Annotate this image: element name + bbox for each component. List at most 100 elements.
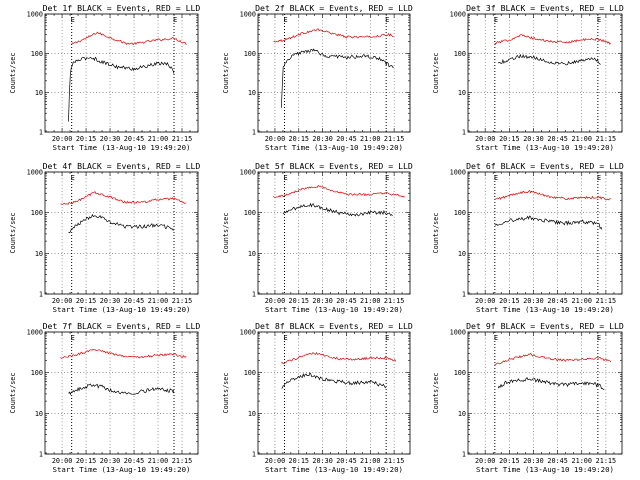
lightcurve-panel: Det 8f BLACK = Events, RED = LLD E E 20:00 2… [222, 321, 413, 474]
x-tick-label: 20:30 [312, 457, 332, 465]
plot-frame [44, 13, 199, 133]
y-tick-label: 100 [454, 209, 466, 217]
x-axis-label: Start Time (13-Aug-10 19:49:20) [265, 143, 403, 152]
lld-series-line [494, 353, 611, 365]
y-tick-label: 100 [31, 50, 43, 58]
x-tick-label: 21:15 [596, 297, 616, 305]
y-tick-label: 10 [458, 89, 466, 97]
x-tick-label: 20:45 [336, 135, 356, 143]
y-tick-label: 1000 [240, 169, 256, 177]
x-tick-label: 20:15 [289, 457, 309, 465]
y-axis-label: Counts/sec [9, 373, 17, 414]
y-axis-label: Counts/sec [432, 213, 440, 254]
x-tick-label: 20:30 [523, 297, 543, 305]
y-axis-label: Counts/sec [9, 213, 17, 254]
plot-frame [44, 171, 199, 295]
x-tick-label: 21:00 [360, 297, 380, 305]
lightcurve-panel: Det 4f BLACK = Events, RED = LLD E E 20:00 2… [9, 161, 200, 314]
y-tick-label: 10 [458, 250, 466, 258]
x-axis-label: Start Time (13-Aug-10 19:49:20) [53, 465, 191, 474]
x-tick-label: 20:45 [547, 457, 567, 465]
y-tick-label: 10 [248, 250, 256, 258]
lld-series-line [71, 31, 187, 46]
y-tick-label: 1 [39, 291, 43, 299]
y-axis-label: Counts/sec [9, 53, 17, 94]
y-tick-label: 1 [39, 451, 43, 459]
event-marker-label: E [385, 334, 389, 342]
lld-series-line [281, 351, 397, 365]
lld-series-line [273, 184, 406, 198]
x-tick-label: 20:45 [547, 135, 567, 143]
x-tick-label: 21:15 [596, 457, 616, 465]
x-tick-label: 21:00 [360, 135, 380, 143]
x-tick-label: 21:15 [172, 297, 192, 305]
lightcurve-panel: Det 7f BLACK = Events, RED = LLD E E 20:00 2… [9, 321, 200, 474]
events-series-line [494, 215, 603, 230]
plot-frame [44, 331, 199, 455]
panel-title: Det 8f BLACK = Events, RED = LLD [255, 321, 413, 331]
x-tick-label: 20:00 [52, 297, 72, 305]
plot-frame [467, 171, 623, 295]
event-marker-label: E [173, 16, 177, 24]
y-tick-label: 1 [462, 291, 466, 299]
events-series-line [68, 383, 175, 396]
x-tick-label: 20:45 [547, 297, 567, 305]
x-tick-label: 21:00 [572, 135, 592, 143]
x-axis-label: Start Time (13-Aug-10 19:49:20) [53, 143, 191, 152]
x-tick-label: 21:15 [172, 135, 192, 143]
y-tick-label: 100 [31, 369, 43, 377]
x-axis-label: Start Time (13-Aug-10 19:49:20) [53, 305, 191, 314]
y-tick-label: 10 [248, 89, 256, 97]
event-marker-label: E [173, 174, 177, 182]
y-tick-label: 100 [454, 369, 466, 377]
y-tick-label: 1000 [27, 169, 43, 177]
y-tick-label: 1000 [27, 11, 43, 19]
y-tick-label: 1 [462, 129, 466, 137]
x-tick-label: 20:15 [499, 135, 519, 143]
y-tick-label: 10 [35, 89, 43, 97]
x-tick-label: 21:15 [384, 135, 404, 143]
panel-title: Det 3f BLACK = Events, RED = LLD [466, 3, 624, 13]
x-tick-label: 21:15 [596, 135, 616, 143]
event-marker-label: E [494, 174, 498, 182]
event-marker-label: E [597, 334, 601, 342]
plot-frame [257, 13, 411, 133]
y-tick-label: 100 [454, 50, 466, 58]
plot-frame [257, 171, 411, 295]
lightcurve-panel: Det 1f BLACK = Events, RED = LLD E E 20:00 2… [9, 3, 200, 152]
lld-series-line [494, 34, 611, 45]
lightcurve-panel: Det 5f BLACK = Events, RED = LLD E E 20:00 2… [222, 161, 413, 314]
y-tick-label: 1 [39, 129, 43, 137]
x-tick-label: 20:15 [289, 135, 309, 143]
event-marker-label: E [283, 16, 287, 24]
plot-frame [467, 331, 623, 455]
event-marker-label: E [71, 174, 75, 182]
y-tick-label: 1 [252, 451, 256, 459]
x-tick-label: 21:00 [572, 297, 592, 305]
x-tick-label: 20:45 [336, 297, 356, 305]
panel-title: Det 2f BLACK = Events, RED = LLD [255, 3, 413, 13]
y-tick-label: 1000 [240, 329, 256, 337]
panel-title: Det 7f BLACK = Events, RED = LLD [43, 321, 201, 331]
event-marker-label: E [385, 16, 389, 24]
panel-title: Det 4f BLACK = Events, RED = LLD [43, 161, 201, 171]
y-tick-label: 10 [458, 410, 466, 418]
plot-frame [257, 331, 411, 455]
y-tick-label: 100 [244, 369, 256, 377]
x-tick-label: 21:00 [572, 457, 592, 465]
y-tick-label: 1000 [27, 329, 43, 337]
plot-frame [467, 13, 623, 133]
y-tick-label: 1 [252, 129, 256, 137]
event-marker-label: E [173, 334, 177, 342]
lld-series-line [494, 189, 611, 201]
y-axis-label: Counts/sec [222, 53, 230, 94]
x-tick-label: 21:15 [384, 457, 404, 465]
x-tick-label: 20:00 [265, 457, 285, 465]
lld-series-line [273, 28, 394, 43]
x-tick-label: 20:15 [499, 297, 519, 305]
events-series-line [281, 372, 387, 389]
event-marker-label: E [597, 16, 601, 24]
events-series-line [68, 213, 175, 234]
x-tick-label: 20:45 [124, 135, 144, 143]
